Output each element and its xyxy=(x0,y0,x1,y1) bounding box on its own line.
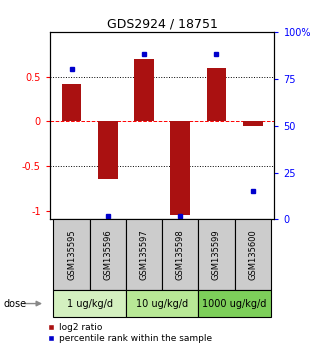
Bar xyxy=(243,121,263,126)
Bar xyxy=(53,290,126,317)
Bar xyxy=(98,121,118,179)
Bar xyxy=(62,84,82,121)
Bar xyxy=(134,59,154,121)
Text: GSM135598: GSM135598 xyxy=(176,229,185,280)
Bar xyxy=(235,219,271,290)
Text: GSM135600: GSM135600 xyxy=(248,229,257,280)
Bar xyxy=(206,68,226,121)
Text: 1 ug/kg/d: 1 ug/kg/d xyxy=(67,298,113,309)
Bar xyxy=(198,219,235,290)
Bar xyxy=(126,219,162,290)
Text: GSM135596: GSM135596 xyxy=(103,229,112,280)
Text: 10 ug/kg/d: 10 ug/kg/d xyxy=(136,298,188,309)
Legend: log2 ratio, percentile rank within the sample: log2 ratio, percentile rank within the s… xyxy=(48,323,212,343)
Bar xyxy=(198,290,271,317)
Text: dose: dose xyxy=(3,298,26,309)
Bar xyxy=(126,290,198,317)
Text: GSM135597: GSM135597 xyxy=(140,229,149,280)
Bar xyxy=(90,219,126,290)
Title: GDS2924 / 18751: GDS2924 / 18751 xyxy=(107,18,218,31)
Text: GSM135595: GSM135595 xyxy=(67,229,76,280)
Bar xyxy=(162,219,198,290)
Bar xyxy=(170,121,190,215)
Text: GSM135599: GSM135599 xyxy=(212,229,221,280)
Bar xyxy=(53,219,90,290)
Text: 1000 ug/kg/d: 1000 ug/kg/d xyxy=(203,298,267,309)
